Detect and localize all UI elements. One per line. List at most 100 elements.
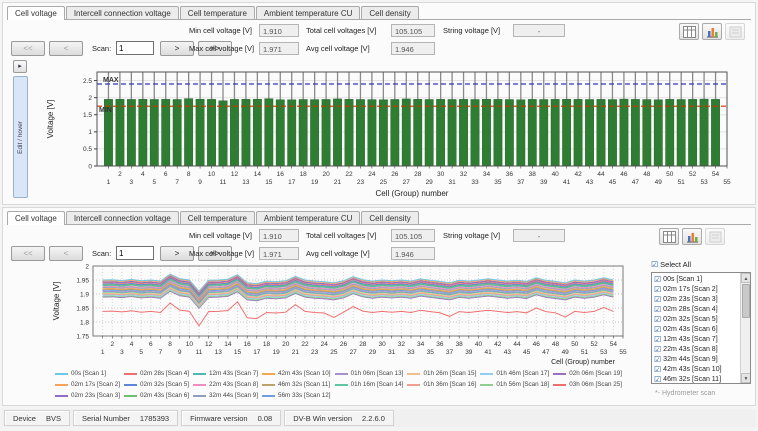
tab-intercell-connection-voltage[interactable]: Intercell connection voltage	[65, 6, 179, 19]
prev-scan-button[interactable]: <	[49, 41, 83, 56]
svg-text:28: 28	[359, 341, 367, 348]
export-icon[interactable]	[725, 23, 745, 40]
export-icon[interactable]	[705, 228, 725, 245]
chart-view-icon[interactable]	[702, 23, 722, 40]
next-scan-button[interactable]: >	[160, 246, 194, 261]
side-pane-collapsed-tab[interactable]: Edit / hover	[13, 76, 28, 198]
scan-list-item[interactable]: ☑ 22m 43s [Scan 8]	[654, 344, 718, 354]
svg-text:Voltage [V]: Voltage [V]	[52, 282, 61, 321]
svg-text:2: 2	[85, 263, 89, 270]
scan-list-item[interactable]: ☑ 42m 43s [Scan 10]	[654, 364, 722, 374]
scan-list-item[interactable]: ☑ 02m 28s [Scan 4]	[654, 304, 718, 314]
svg-text:41: 41	[563, 179, 571, 186]
view-iconbar-top	[679, 23, 745, 40]
scan-list-scrollbar[interactable]: ▲ ▼	[740, 273, 750, 383]
svg-text:43: 43	[586, 179, 594, 186]
svg-text:37: 37	[517, 179, 525, 186]
avg-voltage-label: Avg cell voltage [V]	[306, 44, 370, 53]
svg-text:3: 3	[120, 349, 124, 356]
svg-text:11: 11	[196, 349, 203, 356]
scan-list[interactable]: ☑ 00s [Scan 1] ☑ 02m 17s [Scan 2] ☑ 02m 23s […	[651, 272, 751, 384]
next-scan-button[interactable]: >	[160, 41, 194, 56]
prev-scan-button[interactable]: <	[49, 246, 83, 261]
svg-text:18: 18	[263, 341, 271, 348]
svg-text:51: 51	[581, 349, 589, 356]
checkbox-checked-icon[interactable]: ☑	[654, 314, 662, 324]
checkbox-checked-icon[interactable]: ☑	[654, 344, 662, 354]
bar-chart-plot: 00.511.522.5 MAXMIN1234567891011121314151…	[46, 71, 731, 198]
svg-text:0.5: 0.5	[83, 146, 92, 153]
checkbox-checked-icon[interactable]: ☑	[654, 274, 662, 284]
tab-cell-density[interactable]: Cell density	[361, 6, 419, 19]
tab-cell-temperature[interactable]: Cell temperature	[179, 6, 255, 19]
tab-cell-density[interactable]: Cell density	[361, 211, 419, 224]
scan-list-item[interactable]: ☑ 02m 32s [Scan 5]	[654, 314, 718, 324]
scroll-up-icon[interactable]: ▲	[741, 273, 750, 283]
svg-text:22: 22	[345, 171, 353, 178]
first-scan-button[interactable]: <<	[11, 246, 45, 261]
legend-item: 02m 17s [Scan 2]	[55, 379, 120, 390]
svg-text:29: 29	[369, 349, 377, 356]
checkbox-checked-icon[interactable]: ☑	[654, 354, 662, 364]
scan-input[interactable]	[116, 41, 154, 55]
legend-color-swatch	[193, 383, 207, 386]
scan-list-item[interactable]: ☑ 12m 43s [Scan 7]	[654, 334, 718, 344]
checkbox-checked-icon[interactable]: ☑	[654, 304, 662, 314]
scan-input[interactable]	[116, 246, 154, 260]
svg-text:31: 31	[388, 349, 396, 356]
svg-text:1.9: 1.9	[80, 291, 89, 298]
legend-color-swatch	[262, 394, 276, 397]
total-voltage-value: 105.105	[391, 229, 435, 242]
svg-text:52: 52	[689, 171, 697, 178]
checkbox-checked-icon[interactable]: ☑	[654, 284, 662, 294]
legend-color-swatch	[124, 394, 138, 397]
checkbox-checked-icon[interactable]: ☑	[654, 334, 662, 344]
scan-list-item[interactable]: ☑ 00s [Scan 1]	[654, 274, 703, 284]
expand-side-pane-button[interactable]: ▸	[13, 60, 27, 73]
legend-item: 46m 32s [Scan 11]	[262, 379, 331, 390]
hydrometer-note: *- Hydrometer scan	[655, 390, 716, 397]
table-view-icon[interactable]	[679, 23, 699, 40]
tab-cell-temperature[interactable]: Cell temperature	[179, 211, 255, 224]
legend-color-swatch	[193, 372, 207, 375]
svg-text:26: 26	[340, 341, 348, 348]
scroll-down-icon[interactable]: ▼	[741, 373, 750, 383]
tab-cell-voltage[interactable]: Cell voltage	[7, 211, 65, 225]
svg-text:23: 23	[311, 349, 319, 356]
svg-text:7: 7	[159, 349, 163, 356]
svg-text:39: 39	[540, 179, 548, 186]
scan-list-item[interactable]: ☑ 46m 32s [Scan 11]	[654, 374, 722, 384]
tab-ambient-temperature-cu[interactable]: Ambient temperature CU	[255, 6, 361, 19]
scan-list-item[interactable]: ☑ 02m 43s [Scan 6]	[654, 324, 718, 334]
chart-view-icon[interactable]	[682, 228, 702, 245]
scan-list-item[interactable]: ☑ 02m 17s [Scan 2]	[654, 284, 718, 294]
scrollbar-thumb[interactable]	[742, 284, 750, 318]
svg-text:55: 55	[619, 349, 627, 356]
svg-text:40: 40	[552, 171, 560, 178]
legend-color-swatch	[55, 394, 68, 397]
svg-text:13: 13	[242, 179, 250, 186]
checkbox-checked-icon[interactable]: ☑	[654, 374, 662, 384]
svg-text:38: 38	[529, 171, 537, 178]
max-voltage-value: 1.971	[259, 247, 299, 260]
avg-voltage-label: Avg cell voltage [V]	[306, 249, 370, 258]
max-voltage-value: 1.971	[259, 42, 299, 55]
scan-list-item[interactable]: ☑ 02m 23s [Scan 3]	[654, 294, 718, 304]
checkbox-checked-icon[interactable]: ☑	[654, 364, 662, 374]
tab-intercell-connection-voltage[interactable]: Intercell connection voltage	[65, 211, 179, 224]
last-scan-button[interactable]: >>	[198, 41, 232, 56]
checkbox-checked-icon[interactable]: ☑	[654, 294, 662, 304]
select-all-checkbox[interactable]: ☑ Select All	[651, 260, 753, 269]
first-scan-button[interactable]: <<	[11, 41, 45, 56]
string-voltage-value: -	[513, 24, 565, 37]
checkbox-checked-icon[interactable]: ☑	[654, 324, 662, 334]
table-view-icon[interactable]	[659, 228, 679, 245]
svg-text:2: 2	[118, 171, 122, 178]
svg-text:21: 21	[334, 179, 342, 186]
scan-list-item[interactable]: ☑ 32m 44s [Scan 9]	[654, 354, 718, 364]
total-voltage-label: Total cell voltages [V]	[306, 26, 377, 35]
bar-chart-area: ▸ Edit / hover 0 0.5 1 1.5 2 2.5 MAX MIN 1 2 3 4 5 6 7…	[7, 60, 751, 202]
tab-ambient-temperature-cu[interactable]: Ambient temperature CU	[255, 211, 361, 224]
last-scan-button[interactable]: >>	[198, 246, 232, 261]
tab-cell-voltage[interactable]: Cell voltage	[7, 6, 65, 20]
